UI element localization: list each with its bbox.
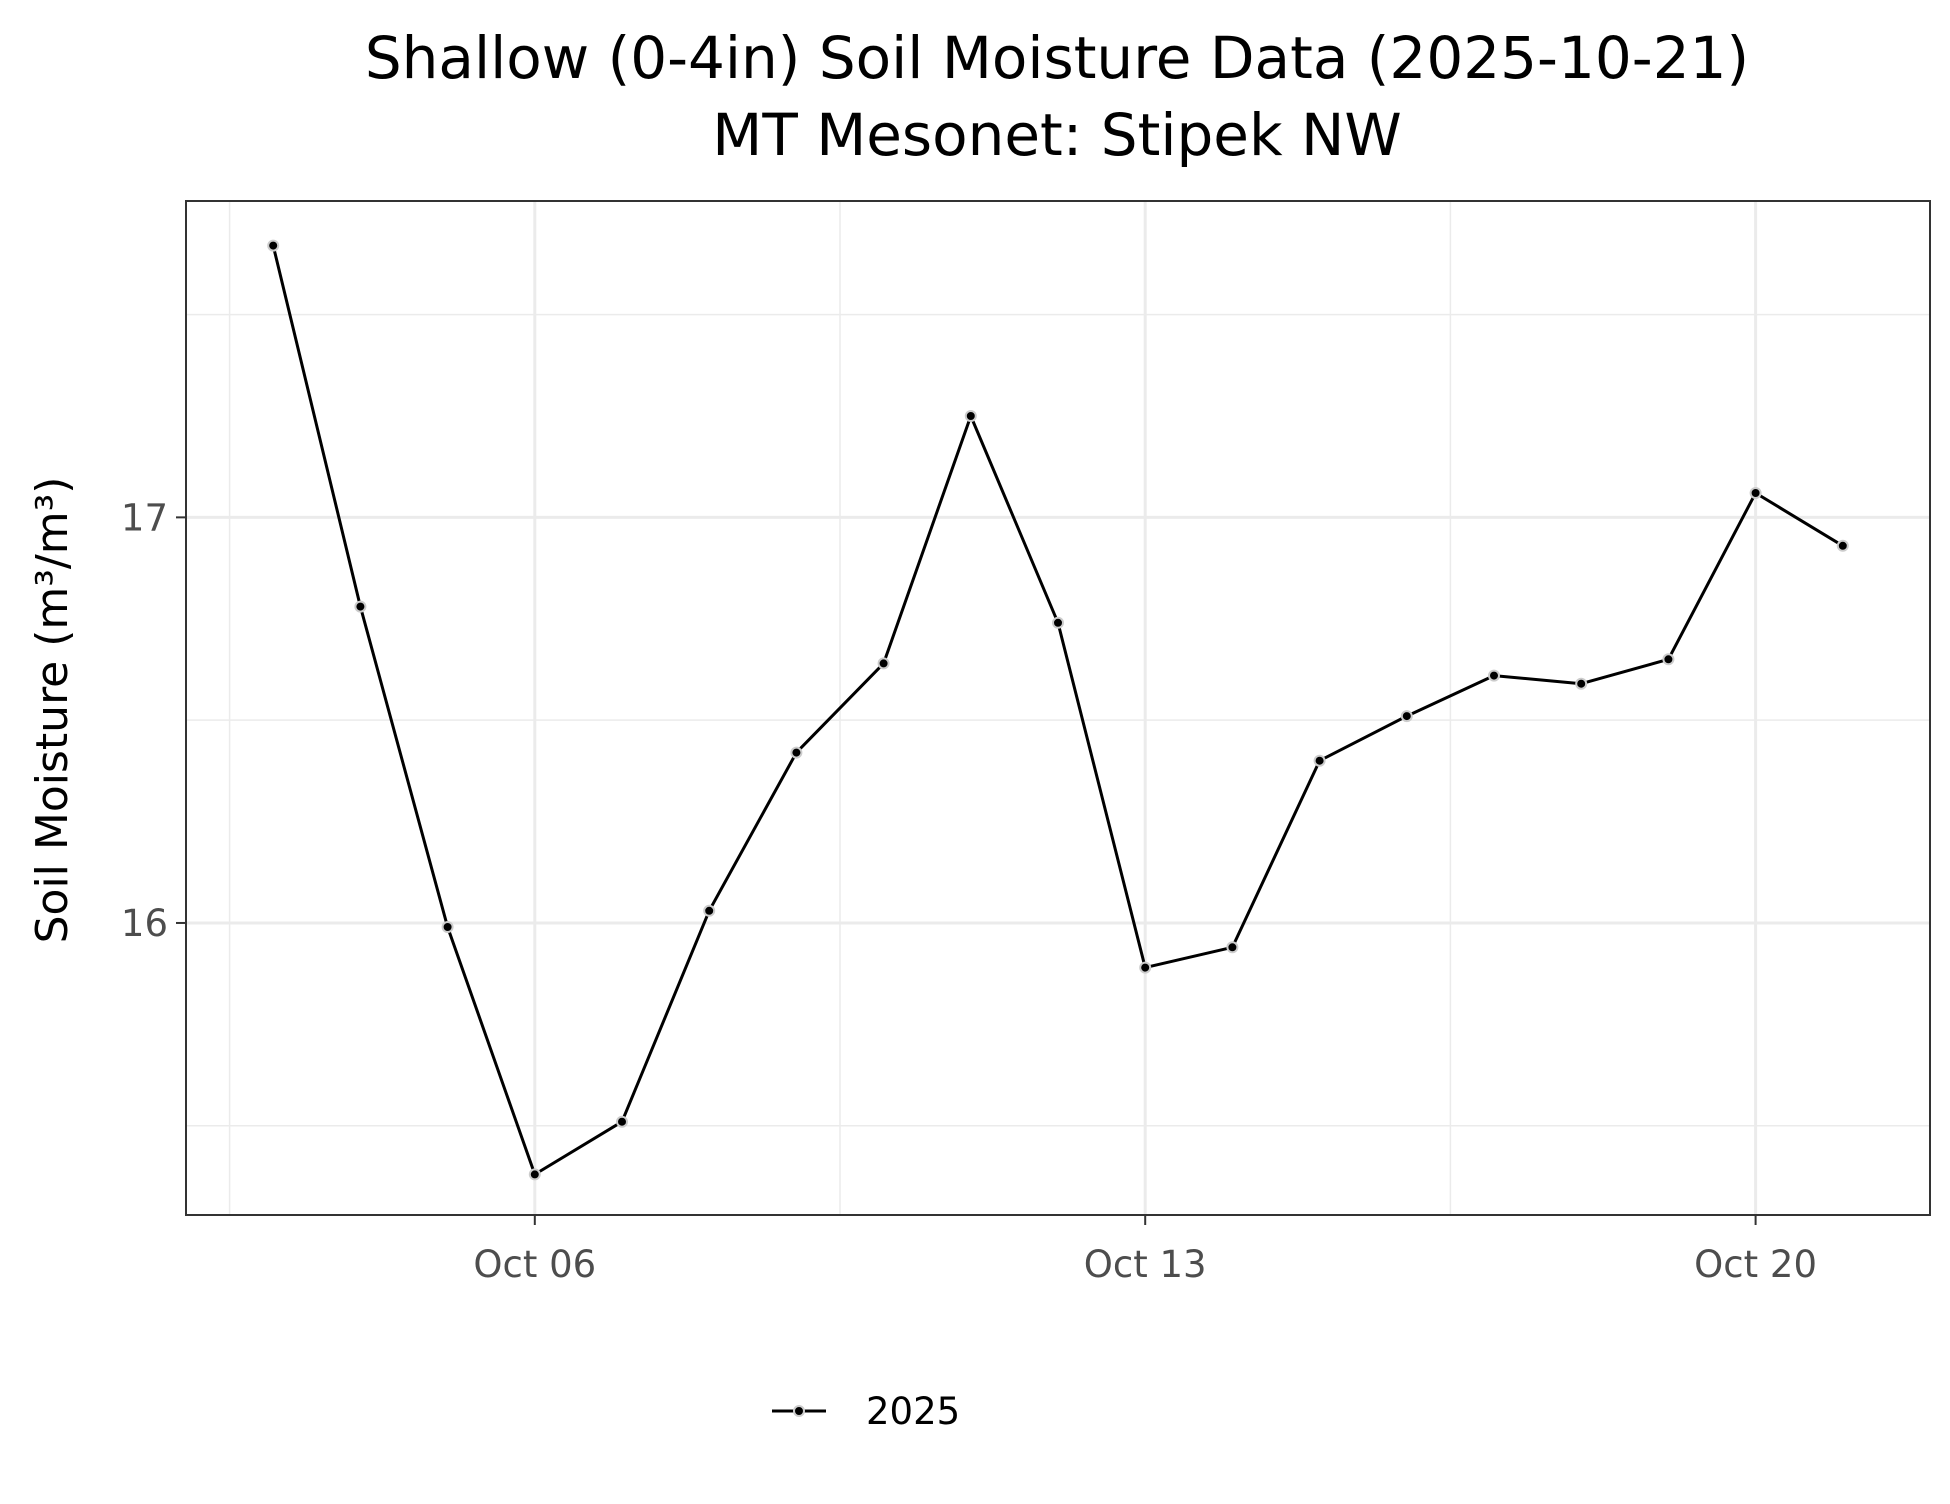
- series-layer: [267, 239, 1849, 1181]
- y-axis-label: Soil Moisture (m³/m³): [27, 477, 78, 944]
- data-point: [1139, 961, 1152, 974]
- data-point: [1313, 754, 1326, 767]
- data-point: [267, 239, 280, 252]
- data-point: [1662, 653, 1675, 666]
- x-tick-label: Oct 06: [473, 1243, 596, 1286]
- data-point: [441, 921, 454, 933]
- data-point: [354, 600, 367, 613]
- legend-point-2025: [793, 1405, 805, 1417]
- data-point: [1836, 539, 1849, 552]
- x-tick-label: Oct 13: [1084, 1243, 1207, 1286]
- data-point: [703, 904, 716, 917]
- data-point: [528, 1168, 541, 1181]
- data-point: [877, 657, 890, 670]
- grid-lines: [186, 201, 1930, 1215]
- legend-label-2025: 2025: [866, 1390, 960, 1433]
- y-tick-label: 17: [121, 496, 168, 539]
- plot-panel: [185, 200, 1931, 1216]
- data-point: [1052, 616, 1064, 629]
- data-point: [1575, 677, 1588, 690]
- data-point: [1488, 669, 1500, 682]
- chart-title: Shallow (0-4in) Soil Moisture Data (2025…: [365, 24, 1749, 92]
- chart-subtitle: MT Mesonet: Stipek NW: [712, 101, 1401, 169]
- legend: 2025: [772, 1390, 960, 1433]
- x-tick-label: Oct 20: [1694, 1243, 1817, 1286]
- data-point: [616, 1115, 628, 1128]
- panel-background: [186, 201, 1930, 1215]
- data-point: [1749, 487, 1762, 499]
- y-tick-label: 16: [121, 902, 168, 945]
- data-point: [790, 746, 803, 759]
- axes: Oct 06 Oct 13 Oct 20 16 17: [121, 496, 1817, 1286]
- panel-border: [185, 200, 1931, 1216]
- data-point: [1226, 941, 1239, 954]
- data-point: [1400, 710, 1413, 723]
- data-point: [964, 410, 977, 422]
